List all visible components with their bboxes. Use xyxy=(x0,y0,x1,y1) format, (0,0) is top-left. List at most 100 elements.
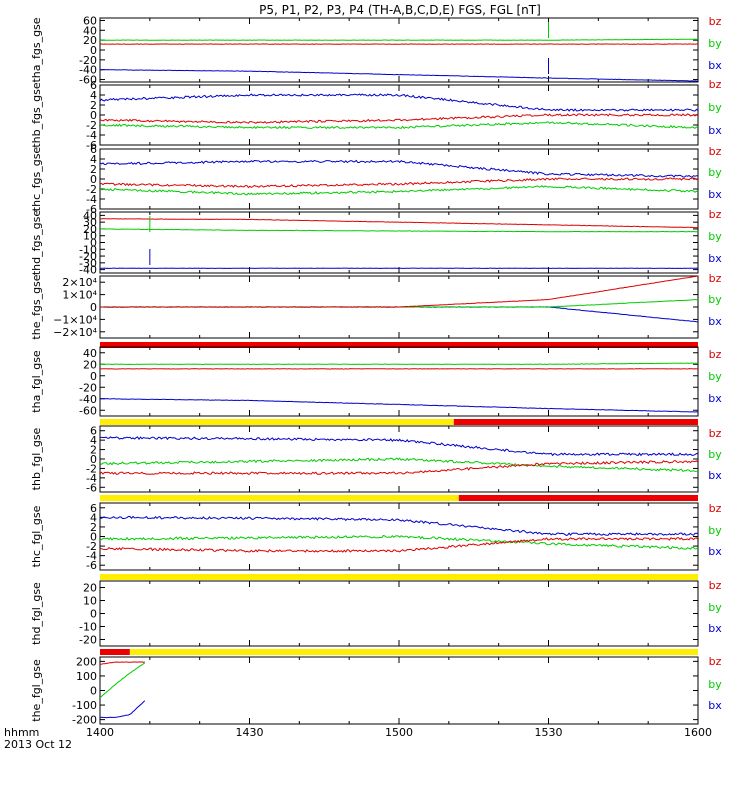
x-axis-label-date: 2013 Oct 12 xyxy=(4,738,72,751)
series-by-line xyxy=(100,38,698,41)
y-tick-label: 4 xyxy=(90,511,97,524)
availability-bar-red xyxy=(100,342,698,348)
legend-bx: bx xyxy=(708,622,722,635)
legend-by: by xyxy=(708,524,722,537)
y-tick-label: 40 xyxy=(83,209,97,222)
legend-bx: bx xyxy=(708,392,722,405)
legend-by: by xyxy=(708,448,722,461)
y-tick-label: 6 xyxy=(90,502,97,515)
y-tick-label: 0 xyxy=(90,370,97,383)
y-tick-label: -2 xyxy=(86,119,97,132)
legend-bz: bz xyxy=(709,427,722,440)
series-by-line xyxy=(100,457,698,473)
y-tick-label: -6 xyxy=(86,139,97,152)
series-by-line xyxy=(100,534,698,550)
y-tick-label: 40 xyxy=(83,24,97,37)
y-tick-label: 0 xyxy=(90,237,97,250)
y-tick-label: -4 xyxy=(86,472,97,485)
y-tick-label: -20 xyxy=(79,250,97,263)
series-bz-line xyxy=(100,113,698,124)
y-tick-label: 20 xyxy=(83,34,97,47)
series-bx-line xyxy=(100,93,698,112)
availability-bar-yellow xyxy=(100,419,454,425)
x-tick-label: 1400 xyxy=(86,726,114,739)
y-tick-label: -100 xyxy=(72,699,97,712)
y-tick-label: -10 xyxy=(79,621,97,634)
y-tick-label: -30 xyxy=(79,257,97,270)
availability-bar-red xyxy=(453,419,698,425)
x-tick-label: 1430 xyxy=(236,726,264,739)
series-bz-line xyxy=(100,537,698,553)
y-tick-label: -40 xyxy=(79,64,97,77)
x-axis: hhmm 2013 Oct 12 1400 1430 1500 1530 1600 xyxy=(4,726,712,751)
y-axis-label: tha_fgs_gse xyxy=(30,17,43,82)
y-tick-label: 4 xyxy=(90,153,97,166)
x-tick-label: 1530 xyxy=(535,726,563,739)
legend-bz: bz xyxy=(709,348,722,361)
panel-frame xyxy=(99,17,699,83)
y-tick-label: 2×10⁴ xyxy=(62,276,97,289)
y-tick-label: 2 xyxy=(90,163,97,176)
availability-bar-red xyxy=(100,649,130,655)
legend-bz: bz xyxy=(709,272,722,285)
y-axis-label: the_fgs_gse xyxy=(30,274,43,339)
y-tick-label: 4 xyxy=(90,434,97,447)
legend-bx: bx xyxy=(708,315,722,328)
y-tick-label: 200 xyxy=(76,655,97,668)
x-tick-label: 1600 xyxy=(684,726,712,739)
legend-bz: bz xyxy=(709,15,722,28)
y-tick-label: 0 xyxy=(90,301,97,314)
y-tick-label: -4 xyxy=(86,193,97,206)
y-tick-label: -4 xyxy=(86,129,97,142)
series-by-line xyxy=(100,228,698,233)
y-tick-label: -2 xyxy=(86,183,97,196)
series-by-line xyxy=(100,121,698,130)
availability-bar-yellow xyxy=(129,649,698,655)
panel-frame xyxy=(99,656,699,725)
series-by-line xyxy=(100,298,698,308)
y-axis-label: thb_fgs_gse xyxy=(30,82,43,148)
series-bz-line xyxy=(100,276,698,308)
legend-by: by xyxy=(708,601,722,614)
legend-bz: bz xyxy=(709,78,722,91)
legend-bx: bx xyxy=(708,545,722,558)
y-tick-label: 6 xyxy=(90,143,97,156)
legend-bx: bx xyxy=(708,59,722,72)
y-tick-label: 0 xyxy=(90,453,97,466)
y-tick-label: -200 xyxy=(72,714,97,727)
y-tick-label: 0 xyxy=(90,685,97,698)
y-tick-label: −2×10⁴ xyxy=(53,326,97,339)
x-tick-label: 1500 xyxy=(385,726,413,739)
legend-by: by xyxy=(708,370,722,383)
y-tick-label: −1×10⁴ xyxy=(53,313,97,326)
series-bx-line xyxy=(100,398,698,413)
series-by-line xyxy=(100,185,698,196)
y-tick-label: -4 xyxy=(86,550,97,563)
series-bx-line xyxy=(100,306,698,323)
y-tick-label: 10 xyxy=(83,595,97,608)
legend-bx: bx xyxy=(708,699,722,712)
legend-bz: bz xyxy=(709,655,722,668)
legend-by: by xyxy=(708,37,722,50)
legend-by: by xyxy=(708,101,722,114)
y-tick-label: -6 xyxy=(86,203,97,216)
legend-bx: bx xyxy=(708,469,722,482)
availability-bar-red xyxy=(458,495,698,501)
y-tick-label: -10 xyxy=(79,243,97,256)
panel-the_fgl_gse: 200 100 0-100 -200 the_fgl_gse bz by bx xyxy=(30,655,722,727)
y-tick-label: 20 xyxy=(83,358,97,371)
y-tick-label: 30 xyxy=(83,216,97,229)
legend-by: by xyxy=(708,230,722,243)
panel-frame xyxy=(99,580,699,647)
y-tick-label: 2 xyxy=(90,99,97,112)
y-tick-label: 0 xyxy=(90,109,97,122)
series-bz-line xyxy=(100,177,698,189)
legend-bz: bz xyxy=(709,502,722,515)
y-tick-label: 2 xyxy=(90,521,97,534)
y-tick-label: -40 xyxy=(79,393,97,406)
y-tick-label: 1×10⁴ xyxy=(62,289,97,302)
y-tick-label: -6 xyxy=(86,559,97,572)
